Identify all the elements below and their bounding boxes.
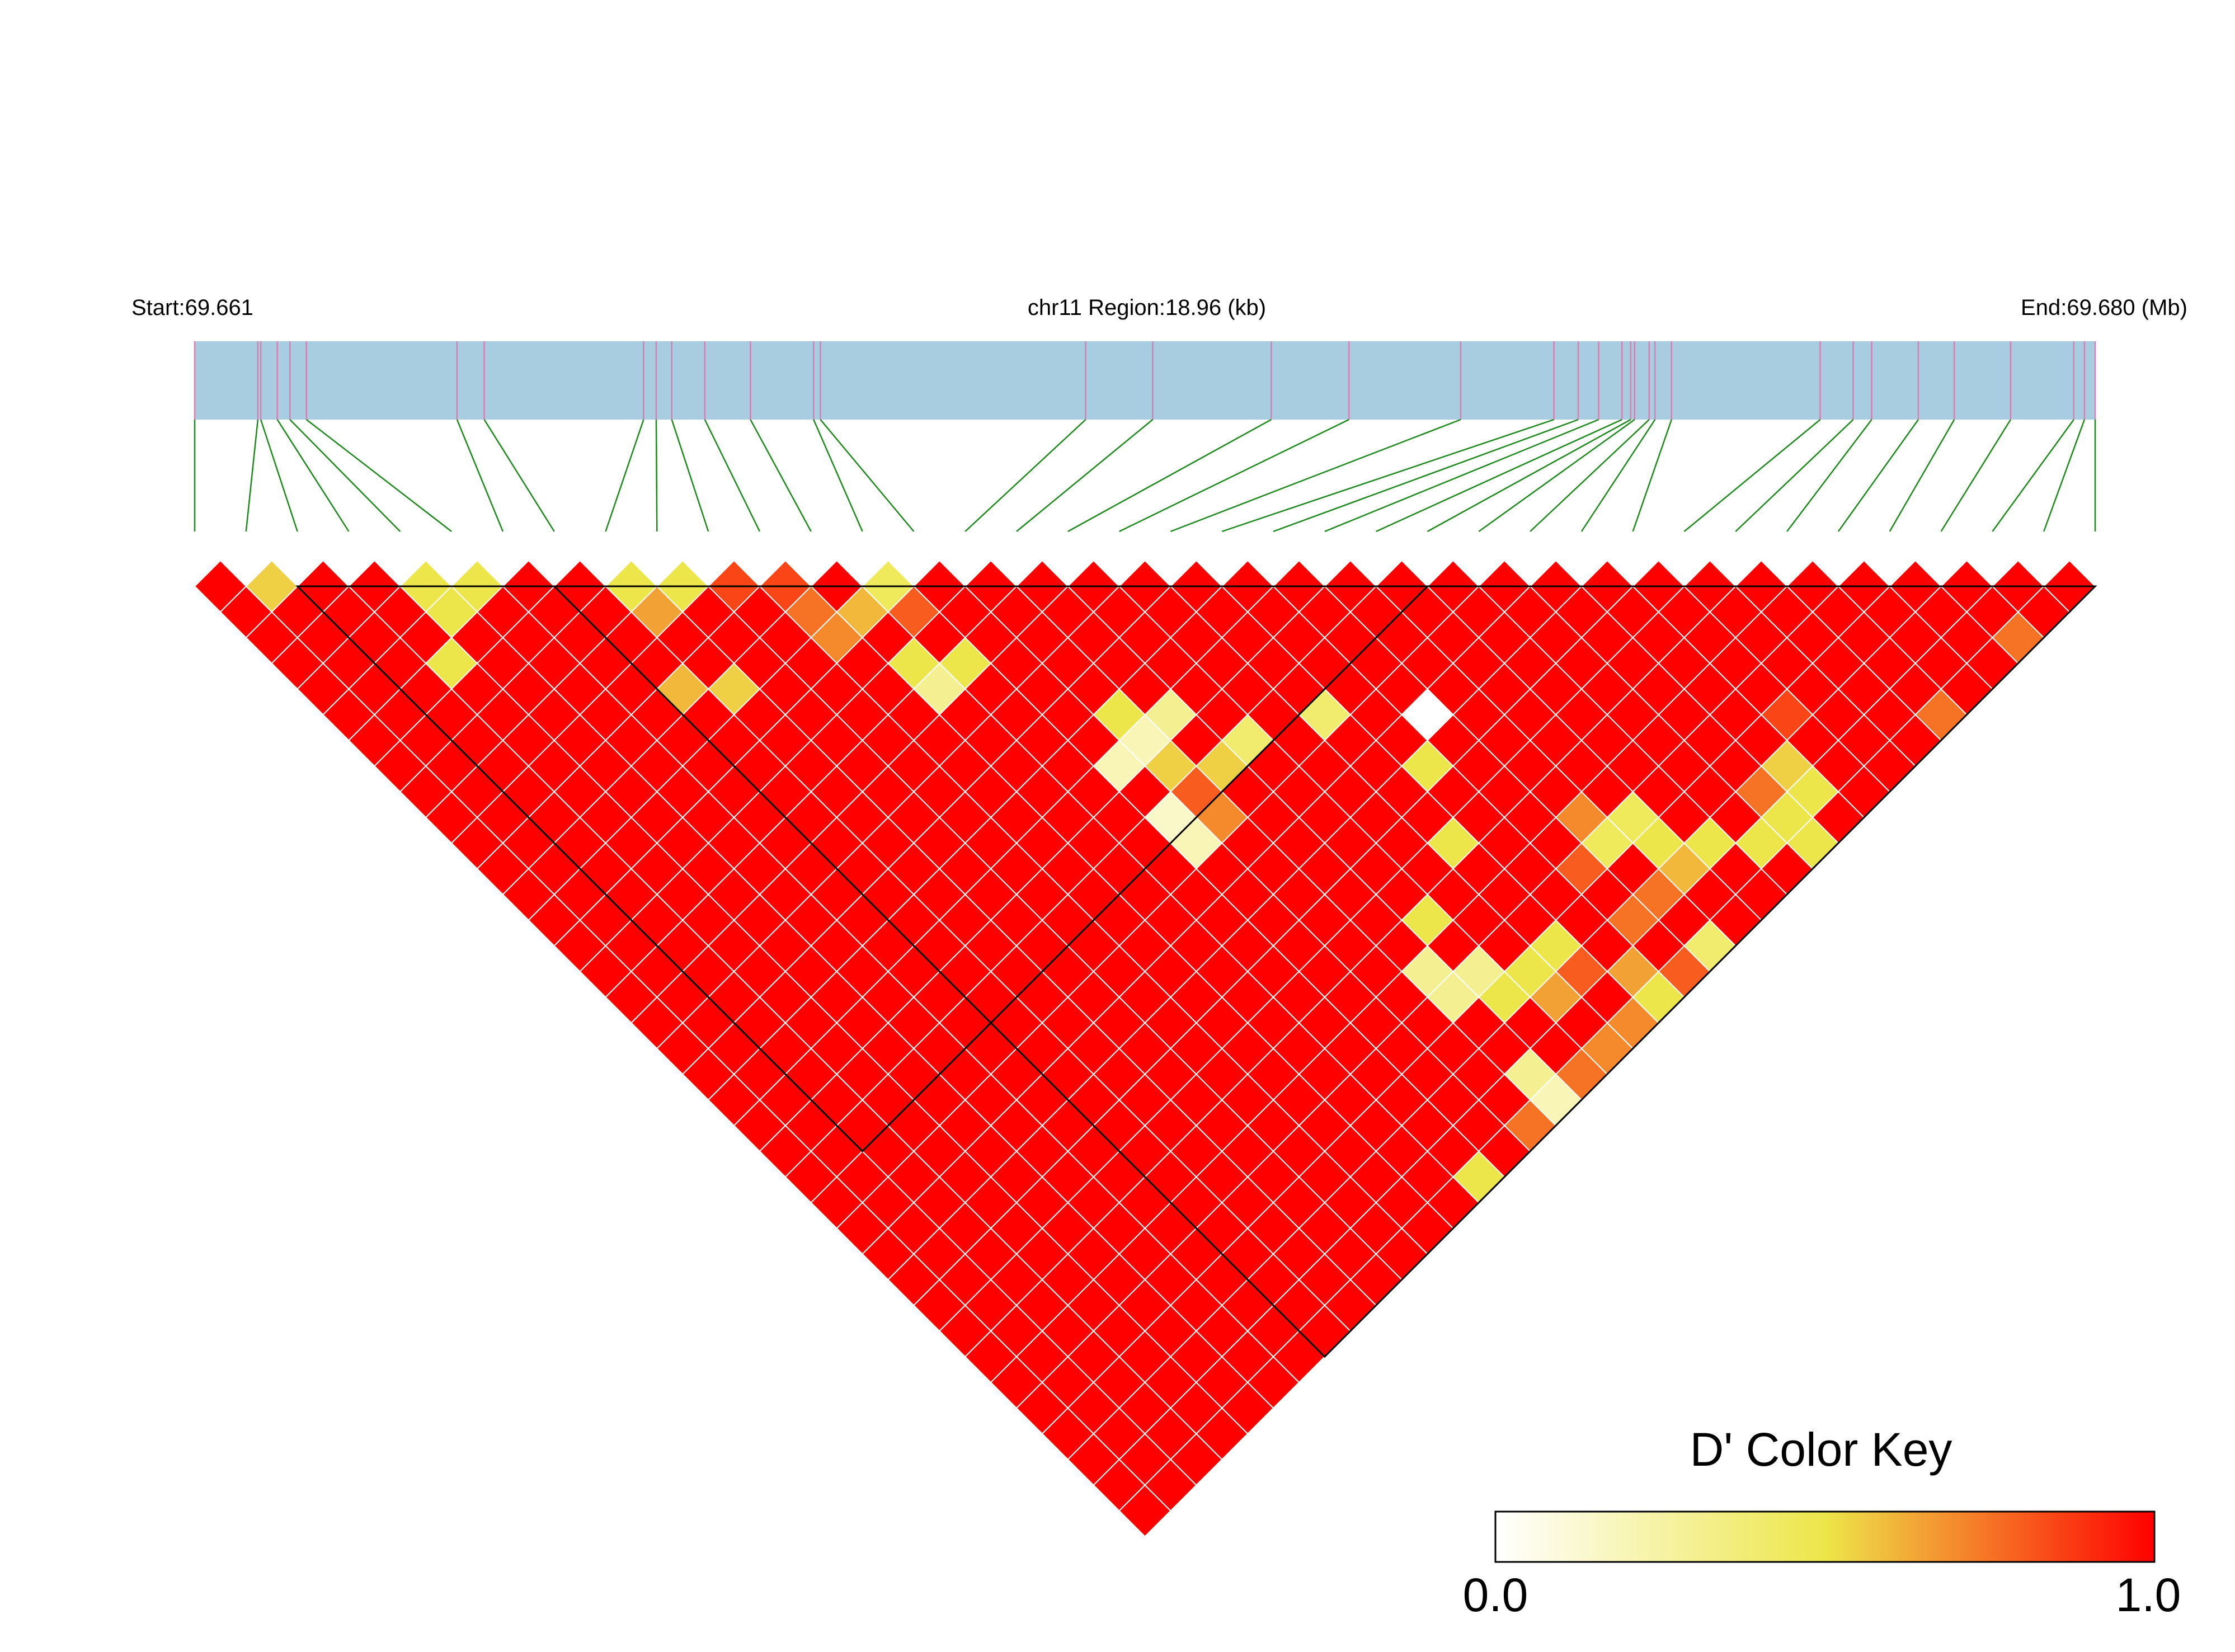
color-key: D' Color Key 0.0 1.0 xyxy=(1463,1423,2181,1621)
start-label: Start:69.661 xyxy=(131,295,253,320)
snp-connector xyxy=(605,419,644,532)
ld-blocks xyxy=(295,585,2097,1358)
snp-connector xyxy=(2043,419,2086,532)
snp-connector xyxy=(704,419,761,532)
snp-connector xyxy=(245,419,259,532)
snp-connector xyxy=(1992,419,2074,532)
color-key-min-label: 0.0 xyxy=(1463,1569,1528,1621)
end-label: End:69.680 (Mb) xyxy=(2021,295,2187,320)
snp-connector xyxy=(1632,419,1672,532)
snp-ticks xyxy=(194,341,2096,420)
snp-connector xyxy=(483,419,555,532)
snp-connector xyxy=(1119,418,1349,533)
snp-connector xyxy=(1683,419,1821,532)
snp-connector xyxy=(1940,419,2011,532)
snp-connector xyxy=(1016,419,1154,532)
snp-connector xyxy=(289,419,401,532)
snp-connector xyxy=(305,419,452,532)
snp-connector xyxy=(1273,418,1579,533)
ld-cells xyxy=(194,559,2096,1537)
snp-connector xyxy=(1427,418,1631,533)
snp-connector xyxy=(655,419,658,532)
snp-connector xyxy=(1530,419,1650,532)
snp-connector xyxy=(813,419,863,532)
snp-connector xyxy=(1067,418,1272,533)
snp-connector xyxy=(1889,419,1955,532)
snp-connector xyxy=(671,419,709,532)
snp-connector xyxy=(1786,419,1872,532)
snp-connector xyxy=(276,419,350,532)
snp-connector xyxy=(1221,418,1555,533)
color-key-title: D' Color Key xyxy=(1690,1423,1952,1476)
snp-connector xyxy=(1170,418,1461,533)
snp-connector xyxy=(1580,419,1656,532)
snp-connector xyxy=(260,419,298,532)
snp-connector xyxy=(1478,418,1635,533)
region-label: chr11 Region:18.96 (kb) xyxy=(1028,295,1266,320)
ld-block-outline xyxy=(552,585,2097,1358)
snp-connector-lines xyxy=(194,418,2096,533)
snp-connector xyxy=(1735,419,1854,532)
snp-connector xyxy=(456,419,504,532)
snp-connector xyxy=(820,419,915,532)
color-key-max-label: 1.0 xyxy=(2116,1569,2181,1621)
snp-connector xyxy=(1837,419,1919,532)
color-key-gradient-bar xyxy=(1494,1510,2156,1563)
snp-connector xyxy=(964,419,1086,532)
snp-connector xyxy=(1376,418,1622,533)
snp-connector xyxy=(750,419,812,532)
snp-connector xyxy=(1324,418,1599,533)
region-track-bar xyxy=(195,341,2095,420)
